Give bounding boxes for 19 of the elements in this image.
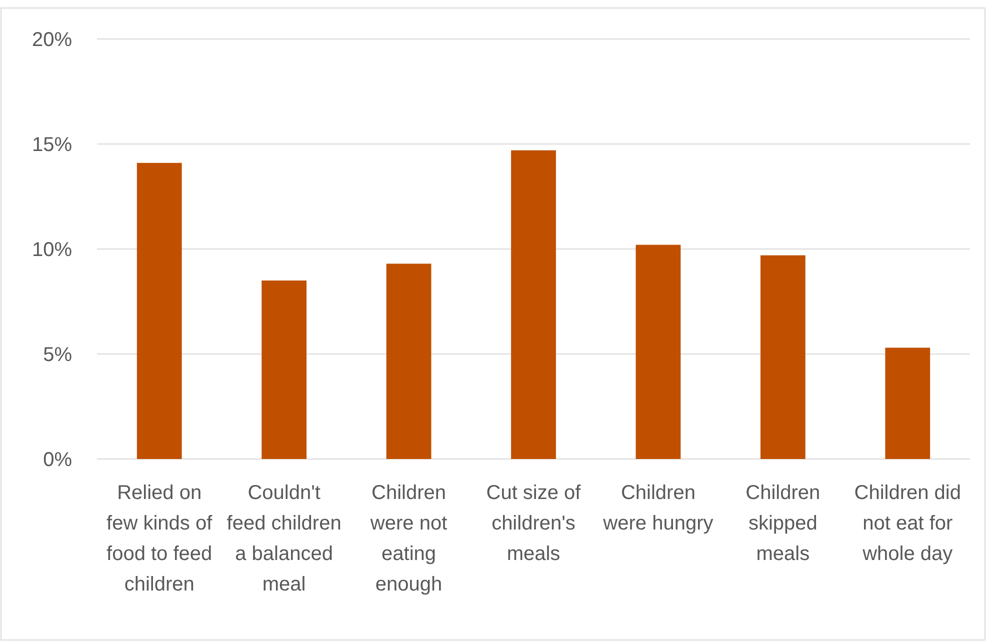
- x-tick-label: Relied on few kinds of food to feed children: [106, 482, 213, 596]
- x-tick-label: Children were not eating enough: [369, 482, 448, 596]
- y-tick-label: 5%: [43, 344, 72, 366]
- bar: [885, 348, 930, 459]
- bar: [262, 280, 307, 459]
- x-tick-label: Couldn't feed children a balanced meal: [226, 482, 342, 596]
- bar: [760, 255, 806, 459]
- y-tick-label: 20%: [32, 29, 72, 51]
- bar: [386, 264, 432, 459]
- bar: [636, 244, 681, 459]
- y-tick-label: 0%: [43, 449, 72, 471]
- x-tick-label: Cut size of children's meals: [486, 482, 582, 565]
- bar: [136, 162, 182, 459]
- x-tick-label: Children were hungry: [602, 482, 714, 534]
- y-tick-label: 10%: [32, 239, 72, 261]
- x-tick-label: Children skipped meals: [746, 482, 820, 565]
- x-tick-label: Children did not eat for whole day: [854, 482, 962, 565]
- y-tick-label: 15%: [32, 134, 72, 156]
- bar: [511, 150, 556, 459]
